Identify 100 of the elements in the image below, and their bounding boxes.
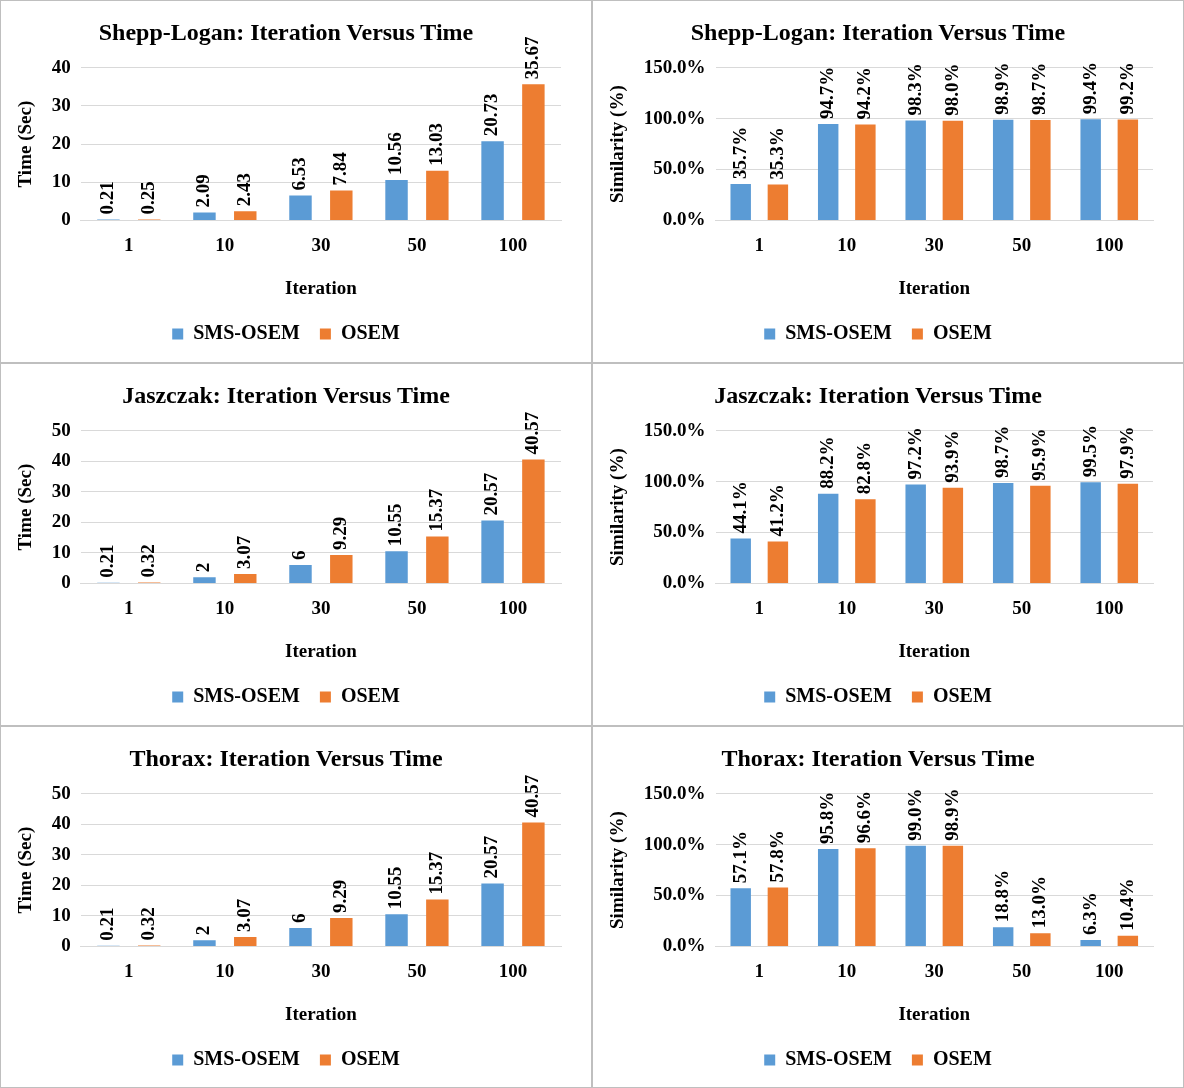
bar [330, 555, 353, 583]
x-tick-label: 30 [924, 959, 944, 981]
data-label: 2 [192, 562, 214, 573]
y-tick-label: 30 [51, 842, 71, 864]
y-tick-label: 150.0% [643, 55, 706, 77]
bar [193, 940, 216, 946]
bar [522, 822, 545, 946]
y-tick-label: 0 [61, 934, 71, 956]
bar [855, 848, 876, 946]
x-tick-label: 1 [754, 959, 765, 981]
x-tick-label: 100 [498, 596, 528, 618]
data-label: 98.0% [940, 63, 962, 116]
data-label: 88.2% [816, 436, 838, 489]
legend-label: OSEM [340, 1047, 400, 1070]
bar [385, 914, 408, 946]
bar [330, 190, 353, 220]
y-tick-label: 10 [51, 903, 71, 925]
y-tick-label: 20 [51, 132, 71, 154]
data-label: 82.8% [853, 441, 875, 495]
y-tick-label: 50.0% [653, 157, 706, 179]
bar [289, 928, 312, 946]
bar [942, 120, 964, 220]
chart-title: Shepp-Logan: Iteration Versus Time [690, 18, 1066, 45]
data-label: 35.3% [765, 127, 787, 180]
x-tick-label: 10 [215, 596, 235, 618]
y-tick-label: 30 [51, 93, 71, 115]
data-label: 10.55 [384, 866, 406, 910]
x-axis-title: Iteration [898, 1002, 971, 1024]
x-axis-title: Iteration [285, 639, 358, 661]
bar [234, 211, 257, 220]
chart-title: Shepp-Logan: Iteration Versus Time [98, 18, 474, 45]
data-label: 0.21 [96, 181, 118, 215]
bar [1030, 485, 1051, 583]
chart-title: Jaszczak: Iteration Versus Time [714, 381, 1043, 408]
x-tick-label: 30 [924, 596, 944, 618]
data-label: 0.32 [137, 907, 159, 941]
bar [817, 493, 839, 583]
bar [817, 124, 839, 220]
legend-label: OSEM [932, 321, 992, 344]
y-axis-title: Time (Sec) [14, 100, 37, 188]
x-axis-title: Iteration [898, 276, 971, 298]
data-label: 0.32 [137, 544, 159, 578]
y-tick-label: 20 [51, 510, 71, 532]
data-label: 35.7% [728, 126, 750, 180]
data-label: 13.03 [425, 122, 447, 166]
x-tick-label: 50 [1012, 959, 1032, 981]
bar [1117, 483, 1139, 583]
data-label: 97.9% [1115, 426, 1137, 479]
data-label: 97.2% [903, 427, 925, 480]
data-label: 10.4% [1115, 878, 1137, 931]
y-axis-title: Similarity (%) [606, 811, 629, 929]
bar [426, 170, 449, 220]
data-label: 35.67 [521, 36, 543, 80]
legend-label: SMS-OSEM [193, 321, 301, 344]
bar [905, 120, 926, 220]
data-label: 0.21 [96, 544, 118, 578]
y-tick-label: 150.0% [643, 781, 706, 803]
y-tick-label: 10 [51, 540, 71, 562]
data-label: 2 [192, 925, 214, 936]
x-tick-label: 100 [498, 959, 528, 981]
bar [905, 845, 926, 946]
data-label: 9.29 [329, 516, 351, 551]
data-label: 44.1% [728, 481, 750, 534]
bar [193, 577, 216, 583]
data-label: 99.5% [1078, 424, 1100, 478]
bar [1030, 119, 1051, 220]
x-tick-label: 100 [1095, 233, 1124, 255]
bar [942, 487, 964, 583]
data-label: 95.8% [816, 791, 838, 844]
y-tick-label: 50 [51, 418, 71, 440]
chart-title: Jaszczak: Iteration Versus Time [122, 381, 451, 408]
data-label: 0.25 [137, 181, 159, 215]
data-label: 99.4% [1078, 62, 1100, 115]
x-tick-label: 30 [311, 596, 331, 618]
y-tick-label: 100.0% [643, 832, 706, 854]
y-tick-label: 0.0% [662, 571, 706, 593]
y-tick-label: 40 [51, 55, 71, 77]
x-tick-label: 100 [1095, 959, 1124, 981]
data-label: 57.1% [728, 831, 750, 884]
data-label: 40.57 [521, 411, 543, 455]
legend-label: SMS-OSEM [785, 321, 893, 344]
data-label: 94.7% [816, 66, 838, 120]
bar [1030, 933, 1051, 946]
bar [1117, 935, 1139, 946]
legend-label: OSEM [932, 1047, 992, 1070]
x-tick-label: 30 [311, 233, 331, 255]
data-label: 18.8% [991, 870, 1013, 923]
bar [385, 551, 408, 583]
x-tick-label: 30 [924, 233, 944, 255]
legend-label: SMS-OSEM [785, 684, 893, 707]
data-label: 20.57 [480, 835, 502, 879]
data-label: 98.9% [940, 788, 962, 841]
data-label: 6 [288, 550, 310, 561]
bar [817, 848, 839, 946]
x-axis-title: Iteration [898, 639, 971, 661]
data-label: 98.7% [991, 425, 1013, 478]
x-tick-label: 10 [215, 959, 235, 981]
legend-label: SMS-OSEM [785, 1047, 893, 1070]
y-tick-label: 100.0% [643, 469, 706, 491]
x-tick-label: 10 [837, 959, 857, 981]
